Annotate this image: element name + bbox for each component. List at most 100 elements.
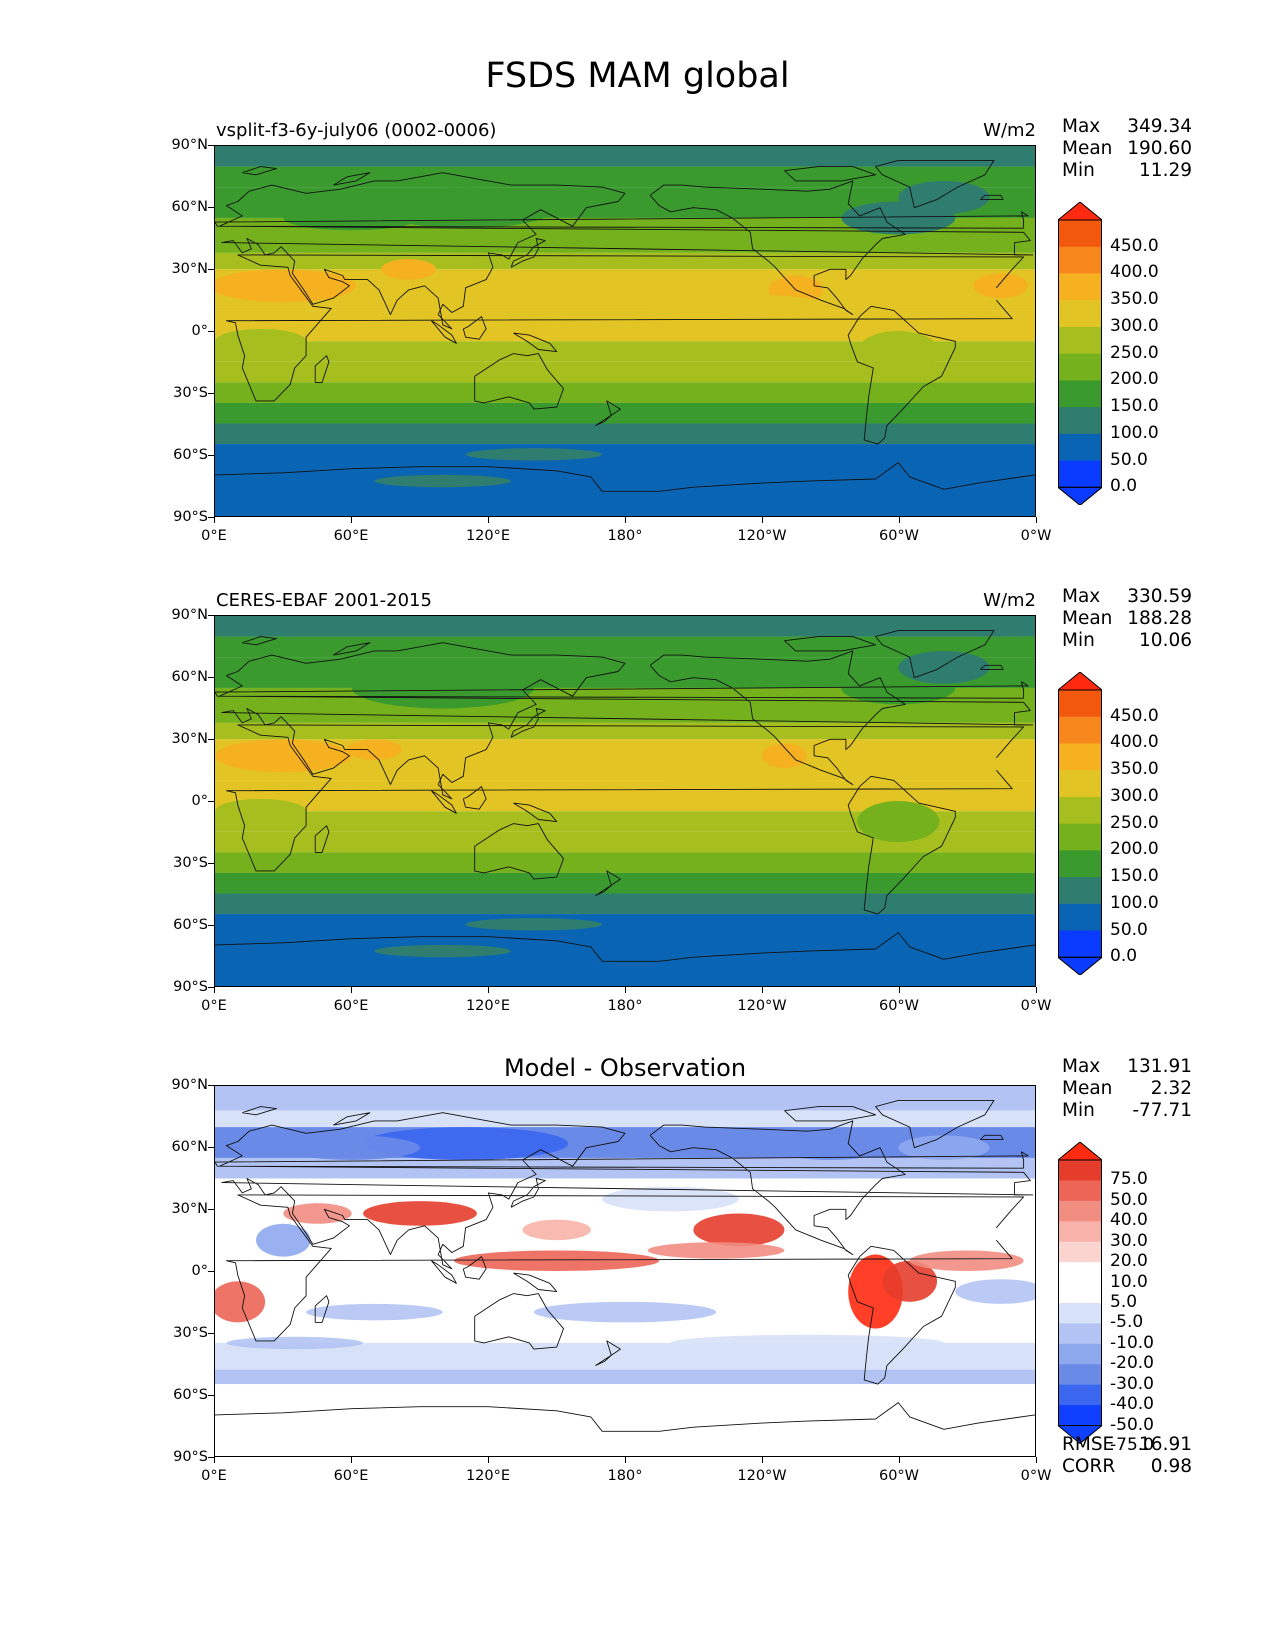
stats-box: Max 330.59 Mean 188.28 Min 10.06 <box>1062 586 1192 652</box>
lon-tick-label: 120°E <box>465 1468 511 1484</box>
lon-tick-label: 60°E <box>333 528 369 544</box>
colorbar-segment <box>1058 1241 1102 1263</box>
lat-tick-label: 30°S <box>173 1325 208 1341</box>
min-label: Min <box>1062 1100 1095 1121</box>
field-patch <box>465 448 603 461</box>
anomaly-patch <box>283 1203 352 1224</box>
colorbar-segment <box>1058 1282 1102 1304</box>
lon-tick-label: 120°W <box>737 528 787 544</box>
lat-tick-label: 90°N <box>171 607 208 623</box>
colorbar-segment <box>1058 716 1102 744</box>
lat-tick-label: 0° <box>191 793 208 809</box>
max-label: Max <box>1062 1056 1101 1077</box>
anomaly-patch <box>454 1250 660 1271</box>
lat-tick-label: 60°N <box>171 669 208 685</box>
anomaly-patch <box>955 1279 1035 1304</box>
colorbar-segment <box>1058 930 1102 958</box>
colorbar-segment <box>1058 219 1102 248</box>
anomaly-patch <box>882 1260 938 1302</box>
colorbar-tick-label: 50.0 <box>1110 449 1148 470</box>
lon-tick-label: 180° <box>607 998 643 1014</box>
field-patch <box>857 331 940 373</box>
panel-title: Model - Observation <box>503 1054 747 1082</box>
colorbar-tick-label: 250.0 <box>1110 342 1159 363</box>
lat-tick-mark <box>208 615 214 616</box>
lat-tick-label: 60°N <box>171 199 208 215</box>
lon-tick-mark <box>899 517 900 523</box>
lat-tick-label: 90°N <box>171 137 208 153</box>
colorbar-tick-label: 10.0 <box>1110 1271 1148 1292</box>
lon-tick-mark <box>351 517 352 523</box>
colorbar-tick-label: 40.0 <box>1110 1210 1148 1231</box>
anomaly-patch <box>522 1219 591 1241</box>
lon-tick-mark <box>899 987 900 993</box>
stats-box: Max 131.91 Mean 2.32 Min -77.71 <box>1062 1056 1192 1122</box>
lon-tick-mark <box>214 517 215 523</box>
corr-label: CORR <box>1062 1456 1116 1477</box>
colorbar-segment <box>1058 689 1102 718</box>
lon-tick-label: 180° <box>607 528 643 544</box>
min-value: -77.71 <box>1132 1100 1192 1121</box>
lat-tick-mark <box>208 801 214 802</box>
lon-tick-label: 0°W <box>1020 528 1052 544</box>
colorbar-tick-label: 450.0 <box>1110 705 1159 726</box>
zonal-band <box>215 146 1035 167</box>
zonal-band <box>215 423 1035 445</box>
field-patch <box>283 205 420 231</box>
colorbar-tick-label: -30.0 <box>1110 1373 1154 1394</box>
colorbar-tick-label: 250.0 <box>1110 812 1159 833</box>
anomaly-patch <box>283 1135 420 1160</box>
colorbar-tick-label: 0.0 <box>1110 476 1138 497</box>
colorbar-tick-label: 75.0 <box>1110 1169 1148 1190</box>
coastline <box>215 159 1035 492</box>
anomaly-patch <box>226 1336 364 1350</box>
coastline <box>215 629 1035 962</box>
lon-tick-mark <box>899 1457 900 1463</box>
colorbar-segment <box>1058 407 1102 435</box>
mean-label: Mean <box>1062 138 1113 159</box>
field-patch <box>659 766 819 787</box>
lon-tick-mark <box>214 987 215 993</box>
lon-tick-mark <box>351 987 352 993</box>
colorbar-tick-label: 450.0 <box>1110 235 1159 256</box>
colorbar-segment <box>1058 743 1102 771</box>
lon-tick-mark <box>488 987 489 993</box>
lat-tick-mark <box>208 1209 214 1210</box>
lon-tick-label: 120°W <box>737 998 787 1014</box>
units-label: W/m2 <box>983 120 1036 141</box>
colorbar-segment <box>1058 300 1102 328</box>
max-value: 131.91 <box>1127 1056 1192 1077</box>
lat-tick-mark <box>208 925 214 926</box>
rmse-value: 16.91 <box>1139 1434 1192 1455</box>
colorbar-tick-label: 400.0 <box>1110 732 1159 753</box>
corr-value: 0.98 <box>1150 1456 1192 1477</box>
zonal-band <box>215 341 1035 362</box>
colorbar-tick-label: 50.0 <box>1110 1189 1148 1210</box>
field-patch <box>347 739 402 760</box>
lon-tick-label: 0°E <box>201 998 227 1014</box>
lon-tick-label: 120°E <box>465 528 511 544</box>
zonal-band <box>215 893 1035 915</box>
colorbar-segment <box>1058 1323 1102 1345</box>
lon-tick-label: 60°W <box>878 528 920 544</box>
colorbar-segment <box>1058 1364 1102 1386</box>
lon-tick-label: 0°E <box>201 528 227 544</box>
lon-tick-mark <box>625 1457 626 1463</box>
zonal-band <box>215 1157 1035 1179</box>
colorbar-frame <box>1058 689 1102 958</box>
colorbar-tick-label: 150.0 <box>1110 866 1159 887</box>
anomaly-patch <box>602 1186 739 1212</box>
colorbar-extend-min <box>1058 956 1102 976</box>
lat-tick-label: 30°S <box>173 855 208 871</box>
lon-tick-label: 60°W <box>878 998 920 1014</box>
figure-title: FSDS MAM global <box>485 56 790 96</box>
lat-tick-mark <box>208 393 214 394</box>
colorbar-tick-label: 30.0 <box>1110 1230 1148 1251</box>
colorbar-tick-label: 0.0 <box>1110 946 1138 967</box>
field-patch <box>374 944 512 958</box>
lat-tick-label: 60°S <box>173 447 208 463</box>
lon-tick-mark <box>488 1457 489 1463</box>
colorbar-tick-label: 300.0 <box>1110 785 1159 806</box>
colorbar-extend-max <box>1058 1142 1102 1161</box>
lat-tick-label: 60°N <box>171 1139 208 1155</box>
